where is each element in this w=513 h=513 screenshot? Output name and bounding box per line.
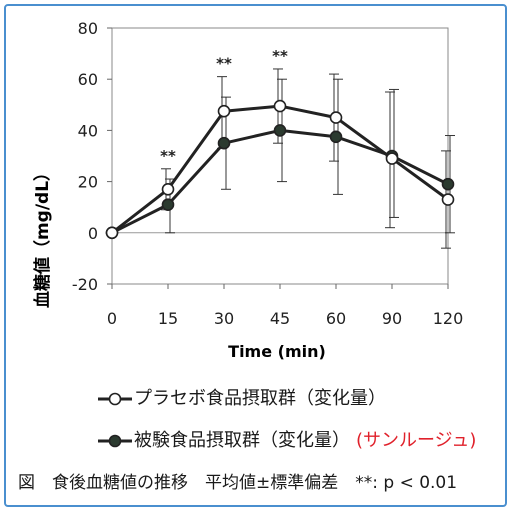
significance-label: ** xyxy=(216,55,232,73)
legend-label-test: 被験食品摂取群（変化量） xyxy=(134,430,350,451)
y-axis-label: 血糖値（mg/dL） xyxy=(32,164,53,308)
x-tick-label: 120 xyxy=(433,309,464,328)
y-tick-label: 60 xyxy=(78,70,98,89)
data-point-placebo xyxy=(105,226,119,240)
x-tick-label: 0 xyxy=(107,309,117,328)
figure-frame xyxy=(4,4,507,507)
y-tick-label: 20 xyxy=(78,173,98,192)
data-point-placebo xyxy=(329,111,343,124)
legend-label-brand: (サンルージュ) xyxy=(356,430,477,451)
legend-item-placebo: プラセボ食品摂取群（変化量） xyxy=(98,384,386,410)
significance-label: ** xyxy=(160,147,176,165)
x-tick-label: 45 xyxy=(270,309,290,328)
x-tick-label: 90 xyxy=(382,309,402,328)
legend-marker-filled xyxy=(98,434,132,448)
data-point-placebo xyxy=(273,99,287,113)
significance-label: ** xyxy=(272,47,288,65)
chart: 血糖値（mg/dL） Time (min) -20 0 20 40 60 80 0 15 30 4… xyxy=(32,19,464,361)
x-tick-label: 30 xyxy=(214,309,234,328)
data-point-test xyxy=(273,124,287,137)
data-point-placebo xyxy=(161,182,175,196)
legend-label-placebo: プラセボ食品摂取群（変化量） xyxy=(134,388,386,409)
y-tick-label: -20 xyxy=(72,275,98,294)
x-axis-label: Time (min) xyxy=(228,342,326,361)
y-tick-label: 80 xyxy=(78,19,98,38)
data-point-placebo xyxy=(217,104,231,118)
data-point-test xyxy=(329,130,343,144)
figure-caption: 図 食後血糖値の推移 平均値±標準偏差 **: p < 0.01 xyxy=(18,473,458,493)
data-point-test xyxy=(441,177,455,191)
y-tick-label: 0 xyxy=(88,224,98,243)
legend-marker-open xyxy=(98,392,132,406)
data-point-placebo xyxy=(441,193,455,206)
x-tick-label: 15 xyxy=(158,309,178,328)
data-point-test xyxy=(217,136,231,150)
data-point-test xyxy=(161,198,175,211)
x-tick-label: 60 xyxy=(326,309,346,328)
legend-item-test: 被験食品摂取群（変化量） (サンルージュ) xyxy=(98,426,476,452)
data-point-placebo xyxy=(385,152,399,165)
y-tick-label: 40 xyxy=(78,121,98,140)
